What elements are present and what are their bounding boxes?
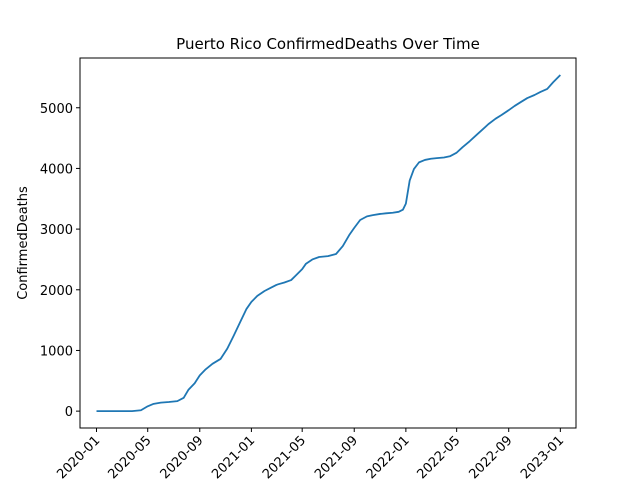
chart-title: Puerto Rico ConfirmedDeaths Over Time [176,35,480,53]
series-line-confirmed-deaths [96,74,561,413]
x-axis: 2020-01 2020-05 2020-09 2021-01 2021-05 2021-… [54,428,567,480]
y-tick-label: 5000 [40,102,73,117]
y-axis: 0 1000 2000 3000 4000 5000 [40,102,80,420]
x-tick-label: 2021-01 [209,433,258,480]
x-tick-label: 2020-05 [106,433,155,480]
y-tick-label: 2000 [40,284,73,299]
y-tick-label: 4000 [40,162,73,177]
x-tick-label: 2023-01 [518,433,567,480]
x-tick-label: 2022-09 [467,433,516,480]
x-tick-label: 2022-05 [414,433,463,480]
y-tick-label: 0 [65,405,73,420]
x-tick-label: 2021-09 [312,433,361,480]
x-tick-label: 2022-01 [364,433,413,480]
x-tick-label: 2020-01 [54,433,103,480]
x-tick-label: 2021-05 [260,433,309,480]
x-tick-label: 2020-09 [158,433,207,480]
plot-area-frame [79,57,577,429]
y-axis-label: ConfirmedDeaths [16,186,31,300]
y-tick-label: 1000 [40,344,73,359]
y-tick-label: 3000 [40,223,73,238]
